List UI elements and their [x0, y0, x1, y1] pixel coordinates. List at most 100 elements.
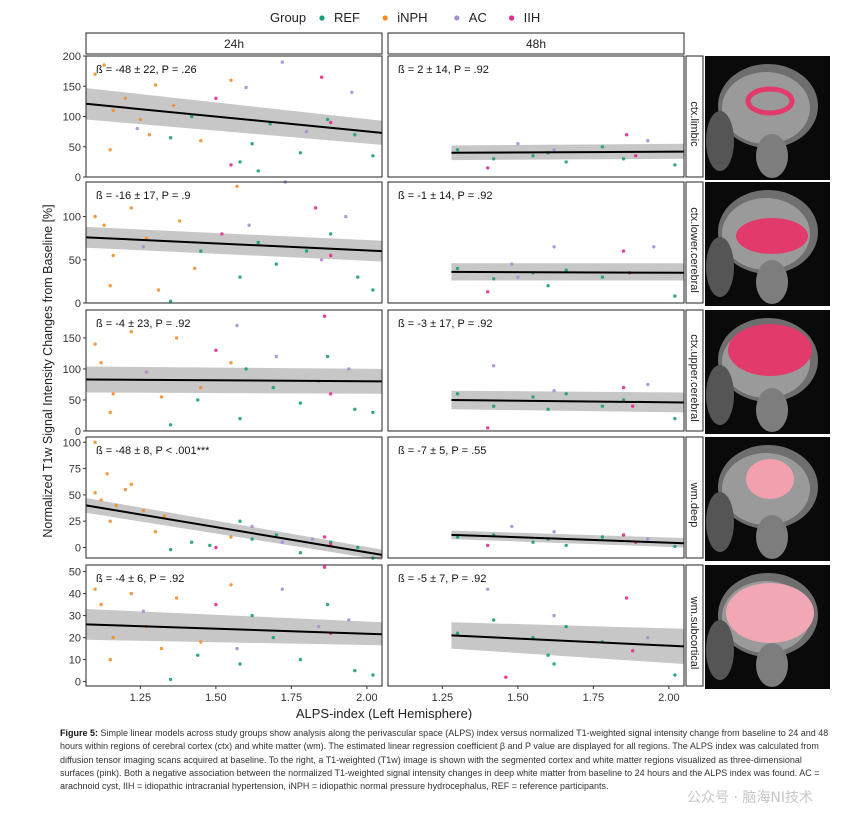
data-point-inph	[108, 148, 112, 152]
brain-mri-image-ctx-upper-cerebral	[705, 310, 830, 434]
data-point-ref	[325, 602, 330, 607]
data-point-ac	[646, 382, 650, 387]
data-point-ref	[238, 160, 242, 164]
data-point-ref	[256, 169, 260, 173]
data-point-iih	[621, 385, 626, 390]
data-point-inph	[159, 395, 164, 399]
data-point-inph	[111, 635, 115, 640]
data-point-ref	[274, 533, 278, 537]
segmentation	[746, 459, 794, 499]
data-point-ref	[250, 142, 254, 146]
data-point-inph	[141, 509, 146, 513]
panel-wm-subcortical-24h: ß = -4 ± 6, P = .92 0 10 20 30 40 50	[69, 564, 383, 689]
data-point-iih	[486, 426, 490, 430]
panel-annotation: ß = -5 ± 7, P = .92	[398, 573, 486, 585]
strip-row-label: ctx.upper.cerebral	[688, 334, 700, 421]
data-point-ac	[646, 139, 650, 143]
panel-annotation: ß = -3 ± 17, P = .92	[398, 318, 493, 330]
data-point-ac	[235, 323, 239, 328]
legend-label-iih: IIH	[524, 10, 541, 25]
mri-brainstem	[756, 515, 788, 559]
data-point-ref	[673, 544, 677, 549]
confidence-band	[86, 609, 382, 646]
data-point-ac	[235, 646, 239, 651]
regression-line	[85, 236, 383, 253]
strip-row-wm-subcortical	[685, 564, 704, 687]
data-point-ac	[141, 245, 146, 249]
data-point-ref	[168, 299, 173, 303]
data-point-inph	[138, 117, 143, 122]
data-point-ref	[564, 268, 568, 272]
panel-border	[387, 309, 685, 432]
data-point-ref	[371, 288, 375, 292]
data-point-ac	[347, 367, 351, 371]
data-point-ac	[304, 129, 309, 134]
data-point-ref	[244, 367, 248, 371]
legend-label-inph: iNPH	[397, 10, 427, 25]
data-point-iih	[229, 163, 233, 167]
data-point-ref	[546, 284, 550, 288]
data-point-ref	[168, 136, 173, 140]
x-tick-label: 1.75	[583, 692, 604, 704]
data-point-ref	[271, 385, 275, 390]
data-point-ref	[564, 624, 568, 629]
data-point-ref	[238, 275, 242, 279]
strip-col-label: 24h	[224, 37, 244, 51]
data-point-ac	[244, 85, 248, 90]
data-point-ref	[238, 519, 242, 523]
data-point-ac	[552, 530, 556, 534]
regression-line	[451, 398, 685, 404]
data-point-ac	[344, 214, 348, 219]
data-point-ref	[492, 404, 496, 408]
panel-annotation: ß = -1 ± 14, P = .92	[398, 190, 493, 202]
data-point-inph	[229, 535, 233, 539]
strip-row-wm-deep	[685, 436, 704, 559]
data-point-inph	[93, 587, 97, 591]
data-point-ref	[371, 673, 375, 677]
data-point-ref	[329, 232, 333, 236]
strip-col-24h	[85, 32, 383, 55]
confidence-band	[86, 88, 382, 145]
data-point-iih	[322, 535, 327, 539]
y-axis-title: Normalized T1w Signal Intensity Changes …	[41, 204, 55, 537]
y-tick-label: 0	[75, 426, 81, 438]
caption-text: Simple linear models across study groups…	[60, 728, 829, 792]
segmentation	[728, 324, 812, 376]
y-tick-label: 100	[63, 112, 81, 124]
mri-face	[706, 620, 734, 680]
figure-area: Group REF iNPH AC IIH 24h 48h ctx.limbic ctx.low…	[41, 10, 830, 721]
data-point-iih	[322, 565, 327, 569]
data-point-ref	[250, 537, 254, 541]
y-tick-label: 100	[63, 364, 81, 376]
x-tick-label: 1.25	[130, 692, 151, 704]
y-tick-label: 0	[75, 542, 81, 554]
data-point-ref	[196, 398, 200, 402]
data-point-inph	[171, 103, 176, 108]
panel-ctx-limbic-24h: ß = -48 ± 22, P = .26 0 50 100 150 200	[63, 51, 383, 184]
data-point-ref	[298, 551, 303, 555]
regression-line	[451, 533, 685, 545]
data-point-ref	[455, 535, 460, 539]
data-point-inph	[153, 83, 158, 87]
data-point-ac	[510, 262, 514, 266]
data-point-ref	[552, 662, 556, 666]
data-point-ac	[316, 624, 321, 629]
data-point-ref	[271, 635, 275, 640]
legend-label-ref: REF	[334, 10, 360, 25]
data-point-ac	[135, 126, 139, 131]
data-point-inph	[111, 108, 115, 113]
strip-col-label: 48h	[526, 37, 546, 51]
data-point-ref	[492, 157, 496, 161]
brain-mri-image-wm-subcortical	[705, 565, 830, 689]
regression-line	[451, 150, 685, 154]
data-point-iih	[329, 120, 333, 125]
data-point-inph	[105, 472, 109, 476]
data-point-iih	[631, 649, 635, 653]
confidence-band	[86, 498, 382, 561]
segmentation	[726, 583, 814, 643]
y-tick-label: 30	[69, 611, 81, 623]
data-point-iih	[504, 675, 508, 679]
data-point-ac	[486, 587, 490, 591]
data-point-ac	[280, 60, 284, 64]
data-point-iih	[220, 232, 224, 236]
